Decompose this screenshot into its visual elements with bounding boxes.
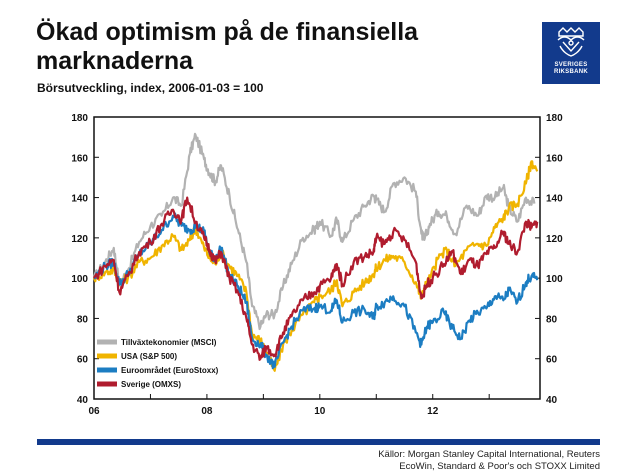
x-tick-label: 10: [314, 406, 326, 417]
x-tick-label: 06: [88, 406, 100, 417]
y-tick-label-right: 140: [546, 194, 563, 205]
x-axis: 06 08 10 12: [88, 394, 490, 417]
y-tick-label-left: 100: [71, 274, 88, 285]
y-tick-label-left: 60: [77, 355, 89, 366]
y-tick-label-left: 80: [77, 314, 89, 325]
source-line-1: Källor: Morgan Stanley Capital Internati…: [378, 449, 600, 460]
logo-text-line1: SVERIGES: [554, 62, 588, 68]
y-tick-label-right: 40: [546, 395, 558, 406]
y-axis-right: 40 60 80 100 120 140 160 180: [535, 113, 563, 406]
series-line-3: [93, 212, 539, 370]
y-tick-label-left: 180: [71, 113, 88, 124]
footer-bar: [37, 439, 600, 445]
riksbank-logo: SVERIGES RIKSBANK: [542, 22, 600, 84]
y-tick-label-right: 160: [546, 153, 563, 164]
y-tick-label-left: 160: [71, 153, 88, 164]
logo-text-line2: RIKSBANK: [553, 69, 589, 75]
legend-label: USA (S&P 500): [121, 352, 177, 361]
chart-title: Ökad optimism på de finansiella marknade…: [36, 18, 419, 75]
source-note: Källor: Morgan Stanley Capital Internati…: [378, 449, 600, 473]
y-tick-label-right: 80: [546, 314, 558, 325]
plot-area: [93, 116, 541, 400]
series-lines: [92, 132, 539, 372]
legend-label: Euroområdet (EuroStoxx): [121, 366, 219, 375]
y-tick-label-right: 60: [546, 355, 558, 366]
source-line-2: EcoWin, Standard & Poor's och STOXX Limi…: [399, 461, 600, 472]
legend: Tillväxtekonomier (MSCI) USA (S&P 500) Eur…: [97, 338, 219, 389]
legend-label: Tillväxtekonomier (MSCI): [121, 338, 217, 347]
y-tick-label-left: 120: [71, 234, 88, 245]
series-line-2: [92, 160, 539, 372]
y-tick-label-right: 100: [546, 274, 563, 285]
series-line-1: [92, 132, 536, 331]
y-tick-label-right: 180: [546, 113, 563, 124]
y-tick-label-right: 120: [546, 234, 563, 245]
chart-subtitle: Börsutveckling, index, 2006-01-03 = 100: [37, 81, 264, 95]
crown-crest-icon: [557, 27, 585, 57]
x-tick-label: 08: [201, 406, 213, 417]
y-axis-left: 40 60 80 100 120 140 160 180: [71, 113, 99, 406]
y-tick-label-left: 140: [71, 194, 88, 205]
y-tick-label-left: 40: [77, 395, 89, 406]
legend-label: Sverige (OMXS): [121, 380, 181, 389]
series-line-4: [93, 196, 539, 361]
x-tick-label: 12: [427, 406, 439, 417]
